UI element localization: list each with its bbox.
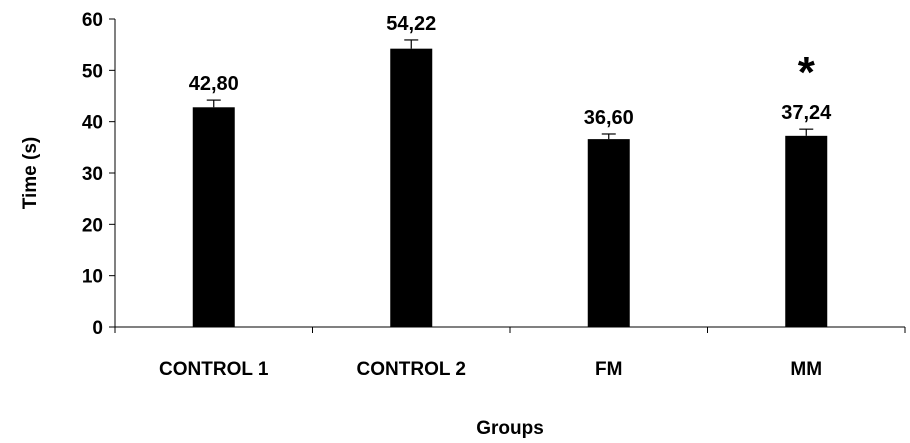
x-category-label: CONTROL 2 <box>357 359 466 380</box>
data-label: 42,80 <box>189 73 239 95</box>
x-category-label: MM <box>790 359 822 380</box>
y-tick-label: 30 <box>82 164 103 185</box>
y-tick-label: 50 <box>82 61 103 82</box>
bar <box>587 139 630 327</box>
data-label: 37,24 <box>781 102 832 124</box>
x-category-label: FM <box>595 359 622 380</box>
y-tick-label: 40 <box>82 113 103 134</box>
bar <box>192 107 235 327</box>
y-tick-label: 0 <box>92 318 103 339</box>
y-axis-title: Time (s) <box>20 137 41 210</box>
labels-group: 42,80 CONTROL 1 54,22 CONTROL 2 36,60 FM 37,24… <box>159 13 832 380</box>
data-label: 54,22 <box>386 13 436 35</box>
y-tick-label: 10 <box>82 267 103 288</box>
y-tick-label: 60 <box>82 10 103 31</box>
data-label: 36,60 <box>584 107 634 129</box>
y-tick-label: 20 <box>82 215 103 236</box>
x-category-label: CONTROL 1 <box>159 359 269 380</box>
bars-group <box>192 39 828 328</box>
significance-marker: * <box>798 48 816 97</box>
x-axis-title: Groups <box>476 418 544 439</box>
bar <box>390 48 433 328</box>
axes: 0 10 20 30 40 50 60 <box>82 10 906 339</box>
bar <box>785 135 828 327</box>
